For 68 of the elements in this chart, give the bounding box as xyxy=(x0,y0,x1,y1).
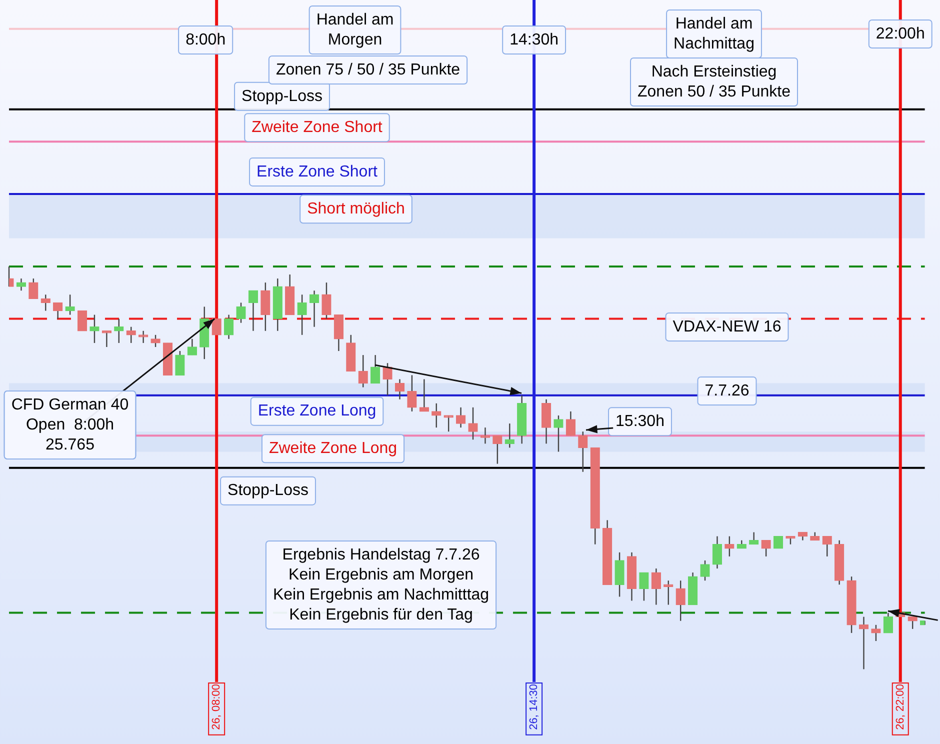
text: Handel am Morgen xyxy=(316,11,394,48)
candlestick xyxy=(456,406,466,428)
annotation: Ergebnis Handelstag 7.7.26 Kein Ergebnis am Morgen Kein Ergebnis am Nachmitttag Kein Ergebnis für den Tag xyxy=(272,546,490,624)
candlestick xyxy=(444,414,454,432)
candlestick xyxy=(822,536,832,558)
candlestick xyxy=(322,282,332,320)
candlestick xyxy=(749,532,759,545)
candlestick xyxy=(260,282,270,332)
ref-line-label: Zweite Zone Long xyxy=(268,440,398,458)
candlestick xyxy=(297,294,307,336)
candlestick xyxy=(77,310,88,332)
annotation: 15:30h xyxy=(616,412,664,430)
candlestick xyxy=(224,314,234,340)
candlestick xyxy=(175,350,185,376)
text: Handel am Nachmittag xyxy=(674,15,754,52)
ref-line-label: 22:00h xyxy=(876,25,925,42)
candlestick xyxy=(566,410,576,436)
candlestick xyxy=(761,540,771,558)
candlestick xyxy=(676,580,686,622)
candlestick xyxy=(126,326,136,344)
candlestick xyxy=(639,572,649,602)
ref-line-label: Stopp-Loss xyxy=(228,482,308,500)
candlestick xyxy=(578,430,588,472)
text: Nach Ersteinstieg Zonen 50 / 35 Punkte xyxy=(638,63,791,100)
candlestick xyxy=(504,422,514,448)
band-label: Short möglich xyxy=(307,200,405,218)
candlestick xyxy=(407,374,417,412)
candlestick xyxy=(419,378,429,412)
candlestick xyxy=(468,406,478,440)
candlestick xyxy=(114,318,124,344)
ref-line-label: Stopp-Loss xyxy=(242,88,322,105)
candlestick xyxy=(541,398,552,444)
candlestick xyxy=(248,290,258,332)
candlestick xyxy=(382,362,392,396)
candlestick xyxy=(712,536,722,570)
candlestick xyxy=(858,616,869,670)
candlestick xyxy=(309,290,320,328)
annotation: 7.7.26 xyxy=(704,382,750,400)
candlestick xyxy=(40,294,50,312)
annotation: VDAX-NEW 16 xyxy=(672,318,782,336)
ref-line-label: Erste Zone Long xyxy=(258,402,376,420)
candlestick xyxy=(334,314,344,352)
candlestick xyxy=(614,552,624,598)
x-tick-label: 26, 14:30 xyxy=(528,684,540,730)
candlestick xyxy=(492,434,502,464)
candlestick xyxy=(358,354,368,388)
candlestick xyxy=(724,536,734,558)
candlestick xyxy=(65,294,75,316)
candlestick xyxy=(212,318,222,336)
candlestick xyxy=(432,402,442,428)
candlestick xyxy=(28,278,38,300)
candlestick xyxy=(883,612,893,634)
candlestick xyxy=(871,624,881,642)
candlestick xyxy=(150,334,160,348)
ref-line-label: 14:30h xyxy=(510,31,559,48)
ref-line-label: 8:00h xyxy=(186,31,226,48)
candlestick xyxy=(370,354,380,384)
candlestick xyxy=(651,568,661,606)
candlestick xyxy=(16,278,26,292)
x-tick-label: 26, 08:00 xyxy=(210,684,223,730)
candlestick xyxy=(908,616,918,630)
text: Zonen 75 / 50 / 35 Punkte xyxy=(276,61,460,78)
x-tick-label: 26, 22:00 xyxy=(894,684,906,730)
candlestick xyxy=(90,314,100,344)
ref-line-label: Erste Zone Short xyxy=(256,163,378,180)
annotation: CFD German 40 Open 8:00h 25.765 xyxy=(11,396,129,454)
candlestick xyxy=(554,414,564,452)
ref-line-label: Zweite Zone Short xyxy=(252,118,383,136)
